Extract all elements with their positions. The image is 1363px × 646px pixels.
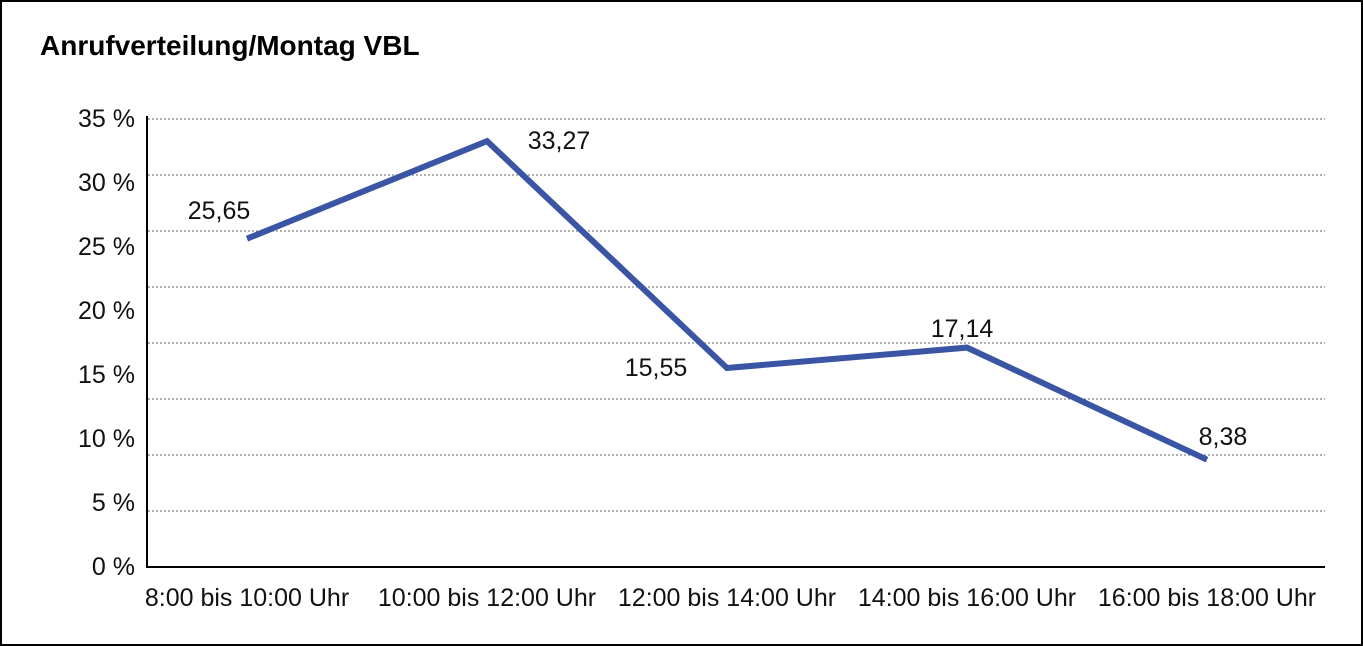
y-tick-label: 0 % bbox=[91, 553, 135, 581]
x-axis-label: 12:00 bis 14:00 Uhr bbox=[617, 584, 837, 612]
y-tick-label: 30 % bbox=[78, 169, 135, 197]
chart-title: Anrufverteilung/Montag VBL bbox=[40, 30, 420, 61]
y-tick-label: 15 % bbox=[78, 361, 135, 389]
data-point-label: 17,14 bbox=[930, 315, 994, 343]
x-axis-label: 14:00 bis 16:00 Uhr bbox=[857, 584, 1077, 612]
y-tick-label: 5 % bbox=[91, 489, 135, 517]
y-tick-label: 35 % bbox=[78, 105, 135, 133]
y-tick-label: 10 % bbox=[78, 425, 135, 453]
y-tick-label: 25 % bbox=[78, 233, 135, 261]
x-axis-label: 16:00 bis 18:00 Uhr bbox=[1097, 584, 1317, 612]
data-point-label: 8,38 bbox=[1198, 423, 1248, 451]
data-line-series bbox=[245, 137, 1209, 463]
data-point-label: 25,65 bbox=[187, 197, 251, 225]
x-axis-label: 10:00 bis 12:00 Uhr bbox=[377, 584, 597, 612]
data-point-label: 33,27 bbox=[527, 127, 591, 155]
data-point-label: 15,55 bbox=[624, 354, 688, 382]
x-axis-label: 8:00 bis 10:00 Uhr bbox=[144, 584, 350, 612]
y-tick-label: 20 % bbox=[78, 297, 135, 325]
